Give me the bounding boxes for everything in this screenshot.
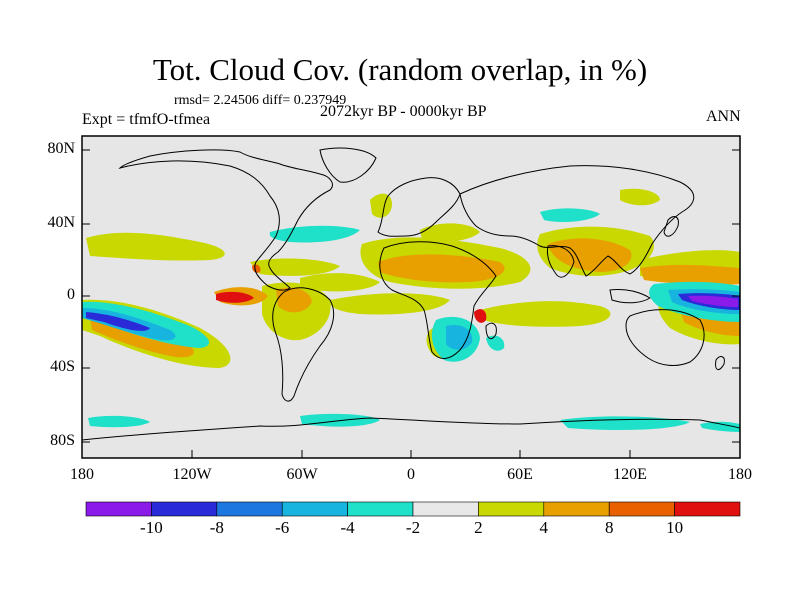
anomaly-north-atlantic-cyan <box>540 208 600 222</box>
colorbar-bin-1 <box>151 501 218 517</box>
experiment-label: Expt = tfmfO-tfmea <box>82 111 211 128</box>
stats-label: rmsd= 2.24506 diff= 0.237949 <box>174 93 347 108</box>
anomaly-indian-red <box>474 309 487 323</box>
coastlines <box>81 147 741 441</box>
colorbar-label: -10 <box>140 518 163 537</box>
coast-antarctica <box>81 417 741 441</box>
anomaly-trop-atlantic <box>300 273 380 292</box>
colorbar-bin-2 <box>216 501 283 517</box>
colorbar-bin-3 <box>281 501 348 517</box>
colorbar-label: -6 <box>275 518 290 537</box>
y-tick-label: 80N <box>47 140 75 157</box>
map-title: Tot. Cloud Cov. (random overlap, in %) <box>152 52 648 87</box>
anomaly-fields <box>82 188 740 432</box>
colorbar-label: 2 <box>474 518 483 537</box>
anomaly-southern-ocean-3 <box>560 416 690 430</box>
y-tick-label: 40N <box>47 214 75 231</box>
x-tick-label: 120E <box>613 466 647 483</box>
colorbar-label: 8 <box>604 518 614 537</box>
x-tick-label: 120W <box>172 466 212 483</box>
colorbar-bin-9 <box>674 501 741 517</box>
coast-india <box>547 245 575 278</box>
colorbar-bin-6 <box>478 501 545 517</box>
colorbar <box>85 501 741 517</box>
x-tick-label: 180 <box>70 466 94 483</box>
colorbar-label: -8 <box>209 518 224 537</box>
coast-greenland <box>319 147 377 183</box>
colorbar-label: 4 <box>539 518 549 537</box>
anomaly-amazon <box>276 287 312 313</box>
x-tick-label: 60W <box>286 466 318 483</box>
coast-new-zealand <box>715 356 725 370</box>
anomaly-southern-ocean-4 <box>700 421 740 432</box>
anomaly-mexico-red <box>252 264 261 273</box>
period-label: 2072kyr BP - 0000kyr BP <box>320 103 487 120</box>
x-tick-label: 0 <box>407 466 415 483</box>
colorbar-bin-4 <box>347 501 414 517</box>
colorbar-label: 10 <box>666 518 684 537</box>
anomaly-east-pacific-deep <box>86 312 150 331</box>
coast-south-america <box>272 287 335 402</box>
colorbar-bin-5 <box>412 501 479 517</box>
y-tick-label: 40S <box>50 358 75 375</box>
x-tick-label: 180 <box>728 466 752 483</box>
x-tick-label: 60E <box>507 466 533 483</box>
anomaly-west-pacific-purple <box>688 295 738 307</box>
coast-north-america <box>118 149 333 291</box>
axis-ticks <box>81 149 741 458</box>
y-tick-label: 80S <box>50 432 75 449</box>
colorbar-bin-8 <box>608 501 675 517</box>
coast-japan <box>663 216 679 237</box>
colorbar-label: -2 <box>405 518 421 537</box>
anomaly-southern-africa-blue <box>446 324 473 350</box>
coast-africa <box>379 241 497 359</box>
season-label: ANN <box>706 108 741 125</box>
anomaly-india <box>548 238 632 272</box>
y-tick-label: 0 <box>67 286 75 303</box>
anomaly-mid-east <box>420 223 480 242</box>
colorbar-bin-0 <box>85 501 152 517</box>
anomaly-indian <box>480 301 611 327</box>
anomaly-pacific-warm <box>640 264 740 285</box>
colorbar-label: -4 <box>340 518 355 537</box>
anomaly-madagascar-cyan <box>486 335 505 351</box>
anomaly-sahel <box>378 254 505 283</box>
anomaly-southern-ocean-1 <box>88 415 150 428</box>
coast-indonesia <box>609 289 651 304</box>
coast-madagascar <box>485 322 497 340</box>
coast-asia <box>459 165 695 277</box>
anomaly-nw-pacific <box>620 188 660 206</box>
anomaly-eastern-pacific-red <box>216 291 254 303</box>
coast-australia <box>625 309 705 366</box>
anomaly-south-atlantic <box>329 293 450 315</box>
anomaly-north-pacific-cyan <box>269 225 360 243</box>
anomaly-north-pacific <box>86 232 225 261</box>
colorbar-bin-7 <box>543 501 610 517</box>
